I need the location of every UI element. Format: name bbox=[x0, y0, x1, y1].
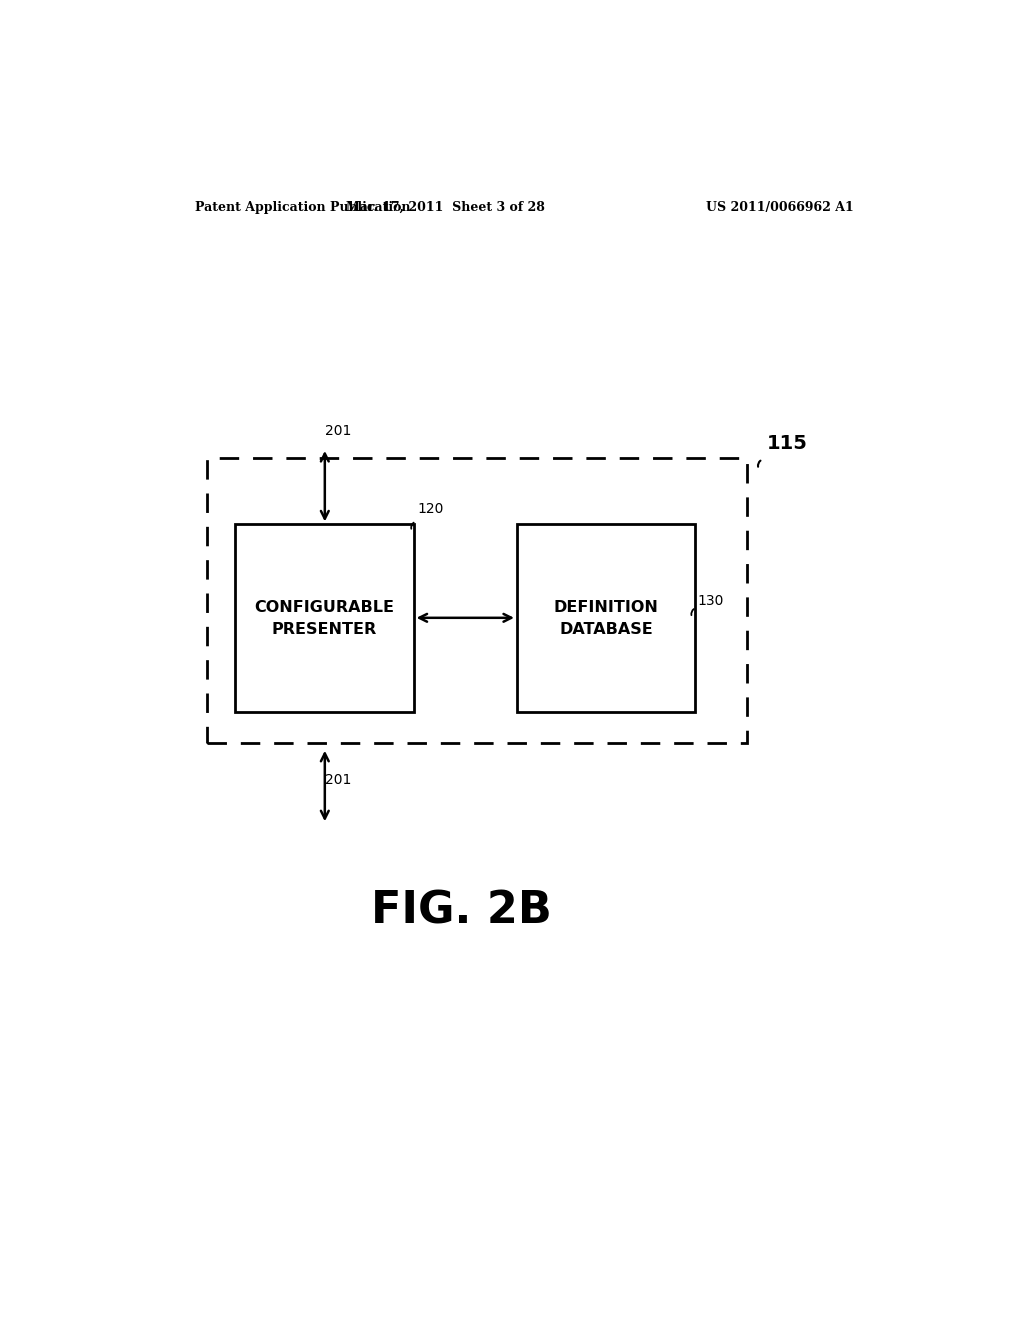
Bar bbox=[207, 458, 748, 743]
Text: 130: 130 bbox=[697, 594, 724, 607]
Text: FIG. 2B: FIG. 2B bbox=[371, 890, 552, 932]
Bar bbox=[236, 524, 414, 713]
Text: 120: 120 bbox=[418, 502, 444, 516]
Text: Patent Application Publication: Patent Application Publication bbox=[196, 201, 411, 214]
Text: DEFINITION
DATABASE: DEFINITION DATABASE bbox=[554, 599, 658, 638]
Text: Mar. 17, 2011  Sheet 3 of 28: Mar. 17, 2011 Sheet 3 of 28 bbox=[346, 201, 545, 214]
Text: 201: 201 bbox=[325, 774, 351, 787]
Bar bbox=[517, 524, 695, 713]
Text: CONFIGURABLE
PRESENTER: CONFIGURABLE PRESENTER bbox=[254, 599, 394, 638]
Text: US 2011/0066962 A1: US 2011/0066962 A1 bbox=[707, 201, 854, 214]
Text: 115: 115 bbox=[767, 434, 808, 453]
Text: 201: 201 bbox=[325, 424, 351, 438]
